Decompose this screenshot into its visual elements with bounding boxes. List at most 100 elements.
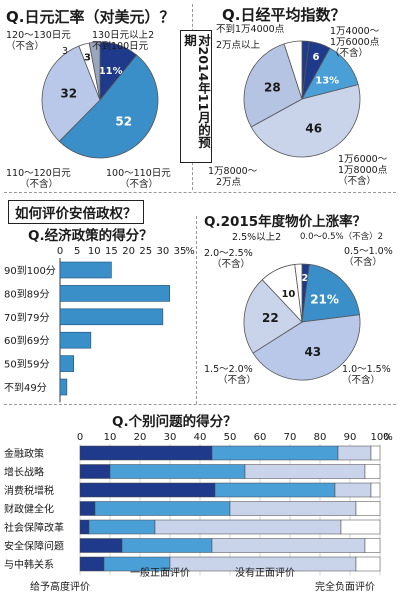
bar2-segment [211, 538, 366, 553]
pie2-value-label: 46 [305, 122, 322, 136]
bar1-tick-label: 10 [88, 246, 101, 257]
p3-label-0-5-1-0: 0.5～1.0% （不含） [344, 246, 393, 268]
p2-label-18000-20000: 1万8000～ 2万点 [208, 166, 258, 188]
bar2-segment [79, 556, 105, 572]
pie3-value-label: 10 [281, 289, 295, 300]
p1-label-130-100: 130日元以上2 不到100日元 [92, 30, 155, 52]
pie3-title: Q.2015年度物价上涨率？ [204, 214, 367, 230]
bar2-segment [364, 464, 381, 479]
p2-label-under-14000: 不到1万4000点 [216, 24, 285, 35]
pie2-slice [283, 40, 303, 100]
bar2-category-label: 与中韩关系 [4, 558, 54, 571]
p3-label-0-0-5: 0.0～0.5%（不含）2 [300, 232, 384, 242]
bar1-tick-label: 20 [122, 246, 135, 257]
bar2-segment [109, 464, 246, 479]
bar2-tick-label: 100 [370, 432, 389, 443]
bar1-category-label: 60到69分 [4, 335, 49, 347]
divider-vertical-mid [196, 216, 197, 404]
p1-label-3: 3 [62, 46, 69, 57]
bar1-title: Q.经济政策的得分？ [28, 228, 153, 244]
bar2-segment [340, 519, 381, 535]
pie1-value-label: 32 [60, 87, 77, 101]
pie1-value-label: 52 [115, 114, 132, 128]
bar1-category-label: 90到100分 [4, 265, 56, 277]
bar2-segment [214, 482, 336, 498]
bar1-category-label: 70到79分 [4, 312, 49, 324]
pie2-slice [243, 43, 303, 128]
pie3-slice [252, 314, 361, 381]
bar2-segment [370, 482, 381, 498]
p2-label-14000-16000: 1万4000～ 1万6000点 （不含） [330, 26, 380, 59]
pie3-value-label: 43 [304, 345, 321, 359]
bar2-category-label: 消费税增税 [4, 484, 54, 497]
bar2-segment [121, 538, 213, 553]
pie1-slice [58, 54, 159, 159]
bar2-segment [364, 538, 381, 553]
p2-label-16000-18000: 1万6000～ 1万8000点 （不含） [338, 154, 388, 187]
bar1-bar [59, 308, 164, 326]
bar2-segment [79, 445, 213, 461]
bar2-tick-label: 50 [224, 432, 237, 443]
p3-label-2-0-2-5: 2.0～2.5% （不含） [204, 248, 253, 270]
p3-label-2-5-plus: 2.5%以上2 [232, 232, 282, 243]
bar1-tick-label: 15 [105, 246, 118, 257]
pie2-title: Q.日经平均指数？ [222, 6, 346, 24]
bar2-segment [211, 445, 339, 461]
bar2-category-label: 金融政策 [4, 447, 44, 460]
pie3-slice [301, 264, 360, 323]
bar2-category-label: 财政健全化 [4, 503, 54, 516]
bar1-tick-label: % [185, 246, 195, 257]
bar2-segment [79, 482, 216, 498]
bar2-legend-label: 一般正面评价 [130, 566, 190, 579]
bar1-bar [59, 355, 75, 372]
bar2-segment [334, 482, 372, 498]
bar1-bar [59, 378, 68, 396]
divider-horizontal-low [4, 404, 396, 405]
pie2-value-label: 28 [264, 80, 281, 94]
bar2-segment [370, 445, 381, 461]
bar2-tick-label: 10 [104, 432, 117, 443]
bar2-tick-label: 20 [134, 432, 147, 443]
pie1-value-label: 3 [84, 53, 91, 64]
bar2-tick-label: 0 [77, 432, 83, 443]
bar1-tick-label: 25 [139, 246, 152, 257]
bar1-category-label: 80到89分 [4, 288, 49, 300]
bar1-tick-label: 30 [156, 246, 169, 257]
bar2-segment [244, 464, 366, 479]
bar1-tick-label: 35 [174, 246, 187, 257]
p2-label-20000-plus: 2万点以上 [216, 40, 261, 51]
bar2-title: Q.个别问题的得分？ [112, 414, 237, 430]
bar1-bar [59, 285, 171, 302]
p3-label-1-0-1-5: 1.0～1.5% （不含） [342, 364, 391, 386]
bar2-segment [337, 445, 372, 461]
pie3-slice [294, 263, 303, 323]
bar1-category-label: 50到59分 [4, 359, 49, 371]
bar2-legend-label: 完全负面评价 [315, 580, 375, 593]
bar2-segment [79, 519, 90, 535]
bar2-tick-label: 60 [254, 432, 267, 443]
bar2-tick-label: % [383, 432, 393, 443]
bar2-tick-label: 40 [194, 432, 207, 443]
center-note: 对2014年11月的预期 [180, 30, 212, 163]
bar2-segment [79, 464, 111, 479]
bar2-segment [79, 501, 96, 516]
pie2-value-label: 6 [312, 52, 319, 63]
bar2-segment [154, 519, 342, 535]
pie1-slice [41, 45, 101, 142]
bar2-category-label: 增长战略 [4, 466, 44, 479]
bar2-segment [355, 556, 381, 572]
divider-horizontal-mid [4, 192, 396, 193]
pie1-title: Q.日元汇率（对美元）？ [6, 8, 175, 26]
p1-label-120-130: 120～130日元 （不含） [6, 30, 71, 52]
bar2-tick-label: 80 [314, 432, 327, 443]
p1-label-100-110: 100～110日元 （不含） [106, 168, 171, 190]
bar2-category-label: 社会保障改革 [4, 521, 64, 534]
pie1-value-label: 11% [99, 66, 123, 77]
bar2-segment [79, 538, 123, 553]
bar1-category-label: 不到49分 [4, 382, 47, 394]
bar2-tick-label: 30 [164, 432, 177, 443]
bar1-bar [59, 331, 92, 349]
pie3-slice [243, 279, 303, 354]
